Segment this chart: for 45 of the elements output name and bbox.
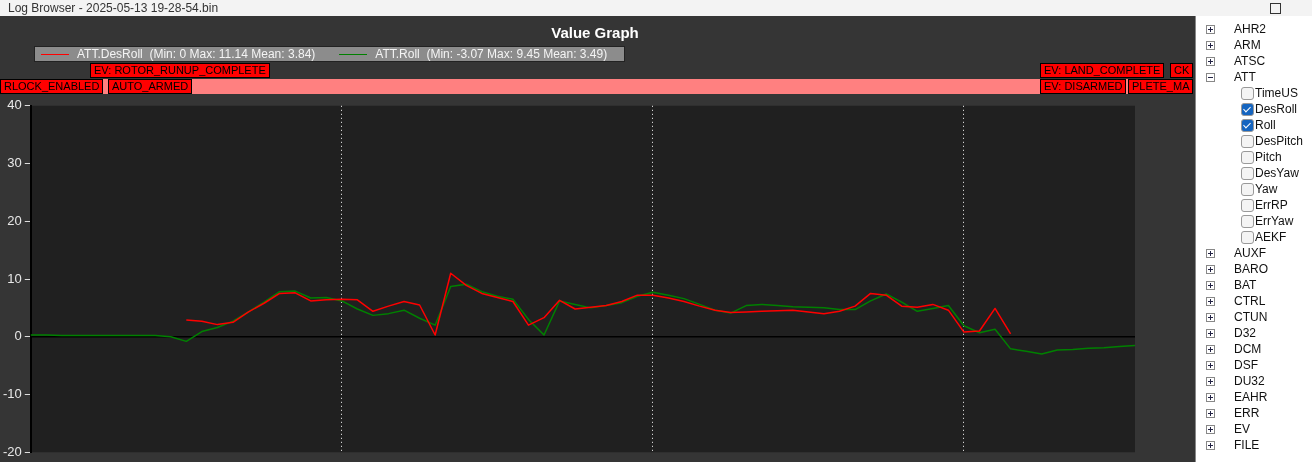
legend-label: ATT.Roll (Min: -3.07 Max: 9.45 Mean: 3.49) <box>375 47 608 61</box>
y-tick-label: -10 <box>2 386 22 402</box>
text: CK <box>1170 63 1194 78</box>
text: EAHR <box>1234 390 1268 404</box>
text: ERR <box>1234 406 1260 420</box>
text: AUXF <box>1234 246 1267 260</box>
text: Log Browser - 2025-05-13 19-28-54.bin <box>8 1 219 15</box>
legend-label: ATT.DesRoll (Min: 0 Max: 11.14 Mean: 3.84) <box>77 47 316 61</box>
y-tick-label: 10 <box>7 270 22 286</box>
text: DCM <box>1234 342 1262 356</box>
y-tick-label: -20 <box>2 443 22 459</box>
y-tick-label: 20 <box>7 212 22 228</box>
text: Roll <box>1255 118 1276 132</box>
text: ErrRP <box>1255 198 1288 212</box>
text: FILE <box>1234 438 1260 452</box>
y-tick-label: 40 <box>7 97 22 113</box>
text: DesRoll <box>1255 102 1298 116</box>
text: EV: DISARMED <box>1040 79 1127 94</box>
text: D32 <box>1234 326 1257 340</box>
text: EV: LAND_COMPLETE <box>1040 63 1165 78</box>
text: PLETE_MA <box>1128 79 1194 94</box>
text: RLOCK_ENABLED <box>0 79 104 94</box>
text: Pitch <box>1255 150 1282 164</box>
text: BARO <box>1234 262 1269 276</box>
text: EV: ROTOR_RUNUP_COMPLETE <box>90 63 270 78</box>
text: AUTO_ARMED <box>108 79 193 94</box>
text: EV <box>1234 422 1251 436</box>
text: ARM <box>1234 38 1261 52</box>
text: DSF <box>1234 358 1258 372</box>
text: ATSC <box>1234 54 1266 68</box>
text: DesPitch <box>1255 134 1304 148</box>
text: DesYaw <box>1255 166 1299 180</box>
text: BAT <box>1234 278 1257 292</box>
y-tick-label: 0 <box>14 328 22 344</box>
text: TimeUS <box>1255 86 1298 100</box>
text: ATT <box>1234 70 1256 84</box>
text: DU32 <box>1234 374 1265 388</box>
text: AEKF <box>1255 230 1287 244</box>
y-tick-label: 30 <box>7 155 22 171</box>
text: CTUN <box>1234 310 1268 324</box>
text: Yaw <box>1255 182 1278 196</box>
chart-title: Value Graph <box>550 24 640 41</box>
text: CTRL <box>1234 294 1266 308</box>
text: ErrYaw <box>1255 214 1294 228</box>
text: AHR2 <box>1234 22 1267 36</box>
